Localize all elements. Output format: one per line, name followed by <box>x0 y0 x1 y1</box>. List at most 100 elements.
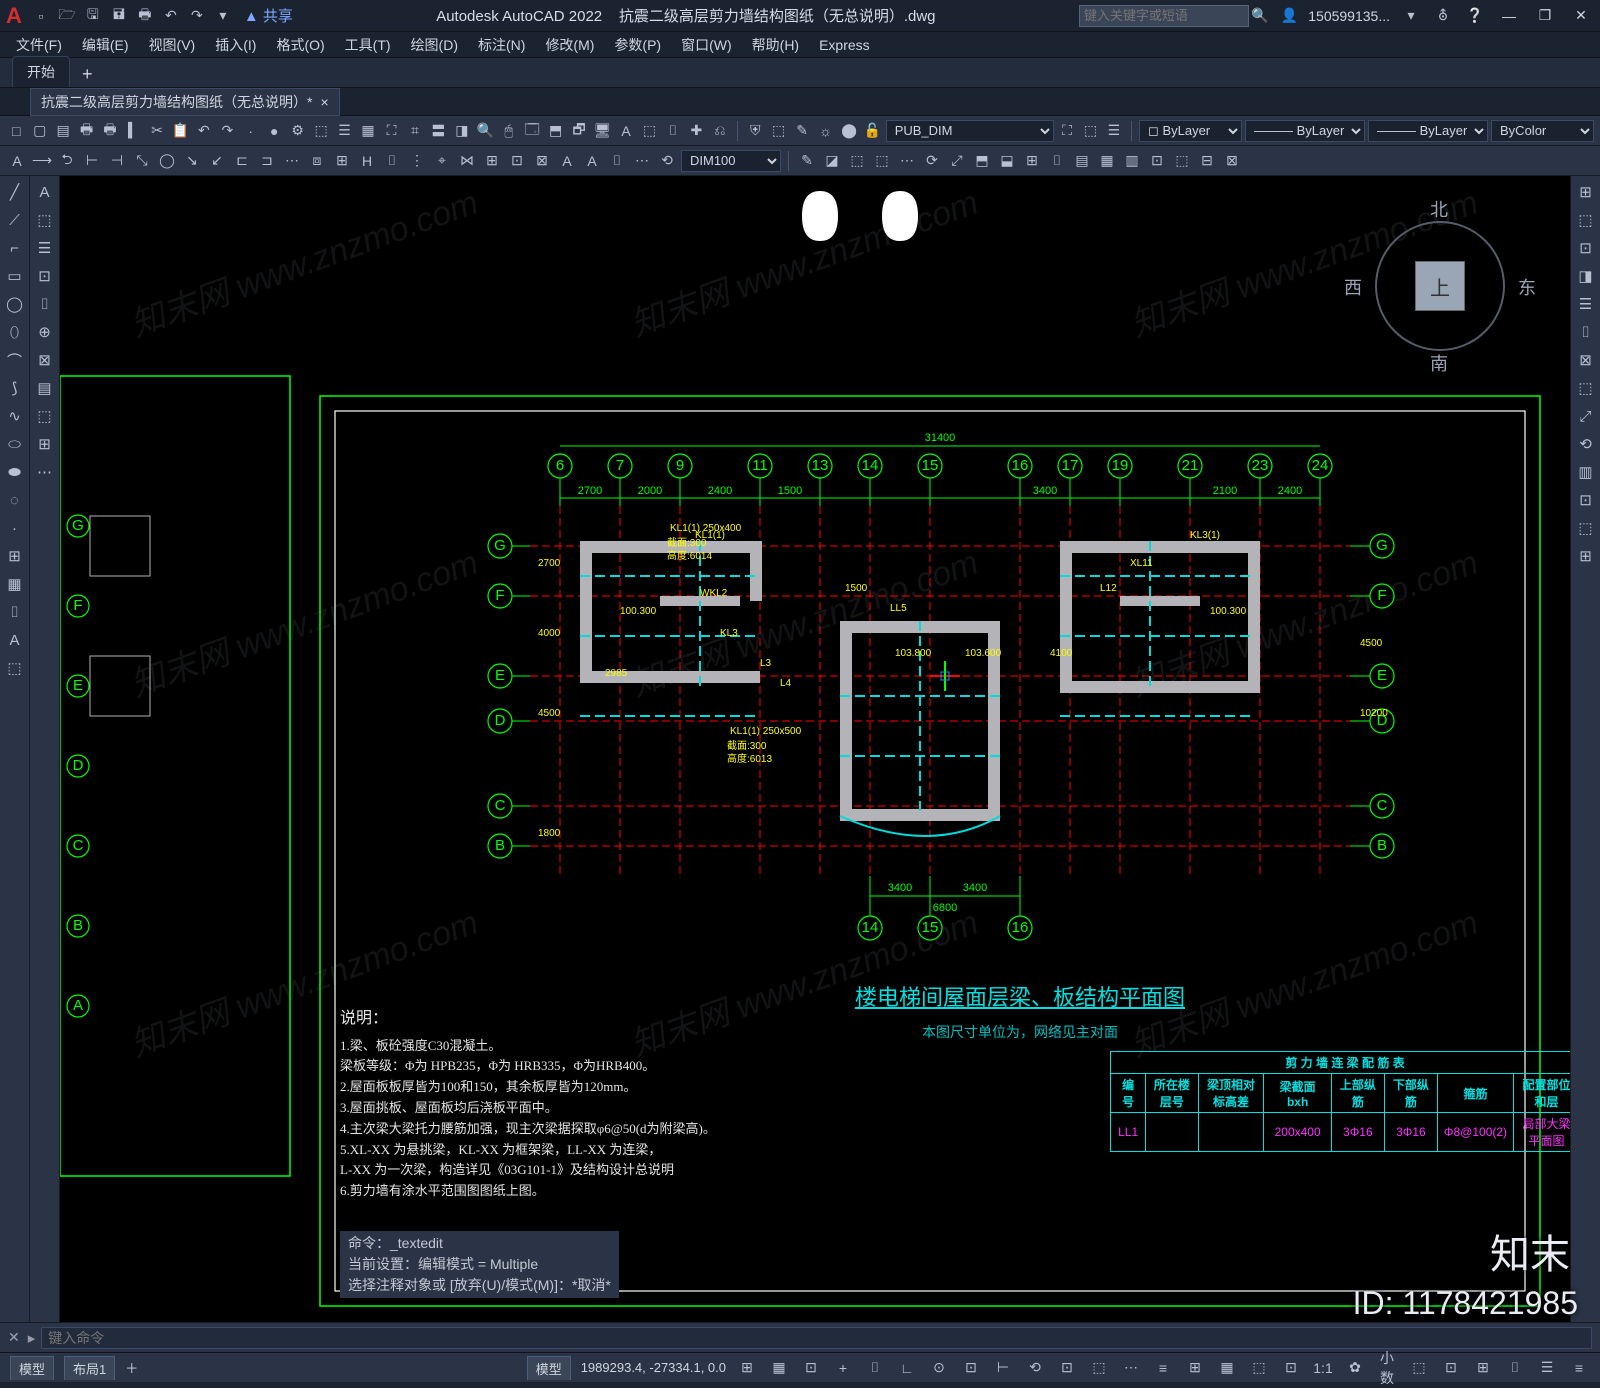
menu-item[interactable]: 窗口(W) <box>673 33 740 57</box>
side-tool-icon[interactable]: ⊞ <box>1574 180 1598 204</box>
layer-util-icon[interactable]: ⛶ <box>1057 120 1077 142</box>
plotstyle-dropdown[interactable]: ByColor <box>1491 120 1594 142</box>
status-toggle-icon[interactable]: ⊞ <box>1184 1357 1206 1379</box>
layer-tool-icon[interactable]: ⛨ <box>745 120 765 142</box>
side-tool-icon[interactable]: ⬚ <box>1574 376 1598 400</box>
menu-item[interactable]: 参数(P) <box>606 33 669 57</box>
dim-tool-icon[interactable]: ◯ <box>156 150 178 172</box>
menu-item[interactable]: 文件(F) <box>8 33 70 57</box>
toolbar-icon[interactable]: ▢ <box>29 120 49 142</box>
dim-tool-icon[interactable]: ⧈ <box>306 150 328 172</box>
status-toggle-icon[interactable]: ∟ <box>896 1357 918 1379</box>
toolbar-icon[interactable]: ⎌ <box>710 120 730 142</box>
side-tool-icon[interactable]: ⊞ <box>33 432 57 456</box>
layer-dropdown[interactable]: PUB_DIM <box>886 120 1054 142</box>
dim-tool-icon[interactable]: ⊠ <box>531 150 553 172</box>
toolbar-icon[interactable]: 🗔 <box>522 120 542 142</box>
layout-tab-add-icon[interactable]: ＋ <box>125 1358 138 1377</box>
side-tool-icon[interactable]: ⊡ <box>33 264 57 288</box>
toolbar-icon[interactable]: ▦ <box>358 120 378 142</box>
dim-tool-icon[interactable]: ⊣ <box>106 150 128 172</box>
status-toggle-icon[interactable]: ⟲ <box>1024 1357 1046 1379</box>
dim-tool-icon[interactable]: ⊐ <box>256 150 278 172</box>
side-tool-icon[interactable]: ☰ <box>33 236 57 260</box>
layer-util-icon[interactable]: ☰ <box>1104 120 1124 142</box>
side-tool-icon[interactable]: ⟆ <box>3 376 27 400</box>
dim-tool-icon[interactable]: ⌷ <box>381 150 403 172</box>
share-button[interactable]: ▲ 共享 <box>244 5 293 26</box>
dim-tool-icon[interactable]: ⟲ <box>656 150 678 172</box>
appstore-icon[interactable]: ▾ <box>1400 5 1422 27</box>
toolbar-icon[interactable]: ✂ <box>147 120 167 142</box>
side-tool-icon[interactable]: ⬚ <box>3 656 27 680</box>
side-tool-icon[interactable]: ⬭ <box>3 432 27 456</box>
layer-util-icon[interactable]: ⬚ <box>1080 120 1100 142</box>
close-button[interactable]: ✕ <box>1568 7 1594 24</box>
status-toggle-icon[interactable]: ⊡ <box>800 1357 822 1379</box>
menu-item[interactable]: 修改(M) <box>537 33 602 57</box>
ribbon-tab-home[interactable]: 开始 <box>12 56 70 87</box>
toolbar-icon[interactable]: ◨ <box>452 120 472 142</box>
modify-tool-icon[interactable]: ⊠ <box>1221 150 1243 172</box>
status-toggle-icon[interactable]: + <box>832 1357 854 1379</box>
modify-tool-icon[interactable]: ⤢ <box>946 150 968 172</box>
dim-tool-icon[interactable]: ⊡ <box>506 150 528 172</box>
menu-item[interactable]: 帮助(H) <box>744 33 807 57</box>
toolbar-icon[interactable]: 📋 <box>170 120 190 142</box>
modify-tool-icon[interactable]: ◪ <box>821 150 843 172</box>
modify-tool-icon[interactable]: ⬒ <box>971 150 993 172</box>
modify-tool-icon[interactable]: ⋯ <box>896 150 918 172</box>
side-tool-icon[interactable]: ⬚ <box>1574 516 1598 540</box>
layer-tool-icon[interactable]: ⬤ <box>839 120 859 142</box>
toolbar-icon[interactable]: ⌗ <box>405 120 425 142</box>
side-tool-icon[interactable]: A <box>3 628 27 652</box>
side-tool-icon[interactable]: ⬚ <box>33 208 57 232</box>
side-tool-icon[interactable]: ⌷ <box>3 600 27 624</box>
dim-tool-icon[interactable]: ⌷ <box>606 150 628 172</box>
status-toggle-icon[interactable]: 1:1 <box>1312 1357 1334 1379</box>
modify-tool-icon[interactable]: ▤ <box>1071 150 1093 172</box>
toolbar-icon[interactable]: · <box>241 120 261 142</box>
dim-tool-icon[interactable]: ⋈ <box>456 150 478 172</box>
modify-tool-icon[interactable]: ⟳ <box>921 150 943 172</box>
dim-tool-icon[interactable]: ⮌ <box>56 150 78 172</box>
side-tool-icon[interactable]: ⌷ <box>1574 320 1598 344</box>
toolbar-icon[interactable]: ↷ <box>217 120 237 142</box>
maximize-button[interactable]: ❐ <box>1532 7 1558 24</box>
side-tool-icon[interactable]: ⬚ <box>1574 208 1598 232</box>
lineweight-dropdown[interactable]: ——— ByLayer <box>1368 120 1488 142</box>
qat-print-icon[interactable]: 🖶 <box>134 5 156 27</box>
menu-item[interactable]: 标注(N) <box>470 33 533 57</box>
model-space-button[interactable]: 模型 <box>527 1356 571 1380</box>
menu-item[interactable]: 编辑(E) <box>74 33 137 57</box>
status-toggle-icon[interactable]: ⬚ <box>1248 1357 1270 1379</box>
toolbar-icon[interactable]: ⛶ <box>381 120 401 142</box>
layout-tab-model[interactable]: 模型 <box>10 1356 54 1380</box>
modify-tool-icon[interactable]: ⊡ <box>1146 150 1168 172</box>
menu-item[interactable]: 绘图(D) <box>403 33 466 57</box>
status-toggle-icon[interactable]: ⌷ <box>1504 1357 1526 1379</box>
dim-tool-icon[interactable]: A <box>581 150 603 172</box>
app-logo[interactable]: A <box>6 3 22 29</box>
qat-saveas-icon[interactable]: 🖬 <box>108 5 130 27</box>
status-toggle-icon[interactable]: ⊡ <box>1280 1357 1302 1379</box>
side-tool-icon[interactable]: ⟲ <box>1574 432 1598 456</box>
status-toggle-icon[interactable]: ≡ <box>1152 1357 1174 1379</box>
user-name[interactable]: 150599135... <box>1308 8 1390 24</box>
side-tool-icon[interactable]: ▥ <box>1574 460 1598 484</box>
qat-more-icon[interactable]: ▾ <box>212 5 234 27</box>
toolbar-icon[interactable]: ↶ <box>194 120 214 142</box>
toolbar-icon[interactable]: 🖥 <box>592 120 612 142</box>
status-toggle-icon[interactable]: ⊡ <box>960 1357 982 1379</box>
toolbar-icon[interactable]: A <box>616 120 636 142</box>
side-tool-icon[interactable]: ⊞ <box>3 544 27 568</box>
modify-tool-icon[interactable]: ⬚ <box>846 150 868 172</box>
minimize-button[interactable]: — <box>1496 8 1522 24</box>
side-tool-icon[interactable]: · <box>3 516 27 540</box>
menu-item[interactable]: 工具(T) <box>337 33 399 57</box>
dim-tool-icon[interactable]: ⟶ <box>31 150 53 172</box>
command-input[interactable] <box>41 1327 1592 1349</box>
menu-item[interactable]: 插入(I) <box>207 33 264 57</box>
dim-tool-icon[interactable]: A <box>6 150 28 172</box>
toolbar-icon[interactable]: 🗗 <box>569 120 589 142</box>
